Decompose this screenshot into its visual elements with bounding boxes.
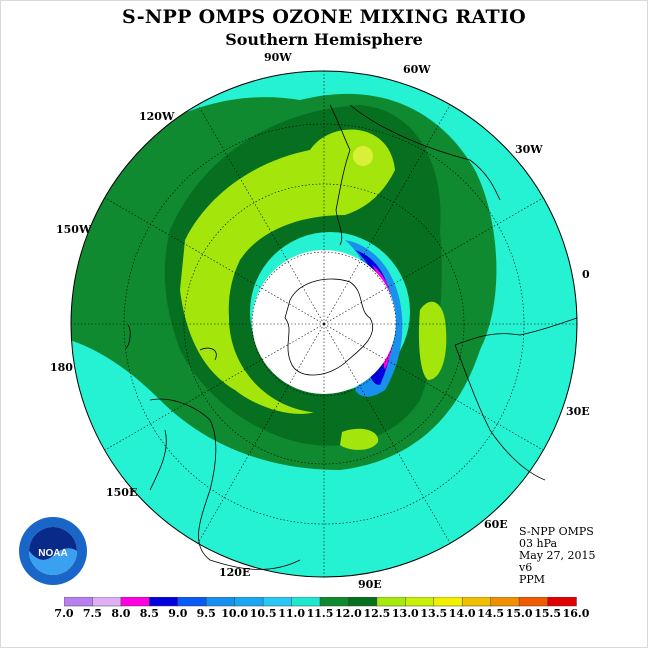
- lon-label-90e: 90E: [358, 578, 382, 591]
- colorbar-tick-label: 15.0: [505, 607, 533, 620]
- info-units: PPM: [519, 573, 546, 586]
- colorbar-swatch: [547, 597, 577, 607]
- colorbar-tick-label: 9.0: [168, 607, 188, 620]
- colorbar-swatch: [262, 597, 293, 607]
- africa-coast: [454, 317, 578, 481]
- colorbar-tick-label: 8.0: [111, 607, 131, 620]
- colorbar-swatch: [149, 597, 179, 607]
- colorbar-tick-label: 11.5: [306, 607, 334, 620]
- lon-label-60e: 60E: [484, 518, 508, 531]
- lon-label-90w: 90W: [264, 51, 292, 64]
- colorbar-tick-label: 10.5: [249, 607, 277, 620]
- info-date: May 27, 2015: [519, 549, 596, 562]
- colorbar-swatch: [205, 597, 236, 607]
- polar-night-cap: [252, 250, 396, 394]
- antarctica-coast: [284, 278, 373, 376]
- map-title: S-NPP OMPS OZONE MIXING RATIO: [121, 6, 527, 28]
- colorbar-swatch: [291, 597, 321, 607]
- australia-coast: [149, 398, 301, 570]
- lon-label-150e: 150E: [106, 486, 138, 499]
- colorbar-swatch: [64, 597, 94, 607]
- lon-label-60w: 60W: [403, 63, 431, 76]
- colorbar-swatch: [490, 597, 520, 607]
- green-patch-north: [340, 428, 379, 450]
- colorbar-swatch: [405, 597, 435, 607]
- colorbar-tick-label: 13.5: [420, 607, 448, 620]
- info-level: 03 hPa: [519, 537, 558, 550]
- info-block: S-NPP OMPS 03 hPa May 27, 2015 v6 PPM: [519, 526, 596, 586]
- colorbar-tick-label: 12.0: [334, 607, 362, 620]
- colorbar-tick-label: 14.0: [448, 607, 476, 620]
- info-instrument: S-NPP OMPS: [519, 525, 594, 538]
- colorbar-tick-label: 8.5: [139, 607, 159, 620]
- info-version: v6: [519, 561, 533, 574]
- colorbar-tick-label: 7.5: [82, 607, 102, 620]
- noaa-logo: NOAA: [19, 517, 87, 585]
- colorbar-swatch: [461, 597, 492, 607]
- colorbar-tick-label: 12.5: [363, 607, 391, 620]
- lon-label-120e: 120E: [219, 566, 251, 579]
- colorbar-tick-label: 14.5: [477, 607, 505, 620]
- graticule: [71, 71, 577, 577]
- colorbar-swatch: [177, 597, 207, 607]
- lon-label-180: 180: [50, 361, 73, 374]
- colorbar-swatch: [319, 597, 350, 607]
- south-america-coast: [329, 104, 501, 246]
- logo-text: NOAA: [38, 548, 67, 559]
- colorbar: [64, 597, 577, 607]
- map-boundary: [70, 70, 578, 578]
- new-zealand-coast: [125, 324, 217, 361]
- map-subtitle: Southern Hemisphere: [225, 30, 423, 49]
- colorbar-swatch: [376, 597, 407, 607]
- lon-label-150w: 150W: [56, 223, 92, 236]
- green-patch-east: [418, 301, 447, 380]
- colorbar-tick-label: 9.5: [196, 607, 216, 620]
- colorbar-swatch: [120, 597, 151, 607]
- colorbar-swatch: [234, 597, 264, 607]
- colorbar-tick-label: 7.0: [54, 607, 74, 620]
- colorbar-swatch: [433, 597, 463, 607]
- lon-label-30w: 30W: [515, 143, 543, 156]
- colorbar-swatch: [92, 597, 122, 607]
- lon-label-30e: 30E: [566, 405, 590, 418]
- coastlines: [125, 104, 578, 570]
- colorbar-tick-label: 13.0: [391, 607, 419, 620]
- yellow-green-spot: [353, 146, 373, 166]
- lon-label-0: 0: [582, 268, 590, 281]
- colorbar-tick-label: 16.0: [562, 607, 590, 620]
- lon-label-120w: 120W: [139, 110, 175, 123]
- colorbar-swatch: [518, 597, 549, 607]
- colorbar-tick-label: 11.0: [278, 607, 305, 620]
- colorbar-tick-label: 15.5: [534, 607, 561, 620]
- colorbar-tick-label: 10.0: [221, 607, 249, 620]
- colorbar-swatch: [348, 597, 378, 607]
